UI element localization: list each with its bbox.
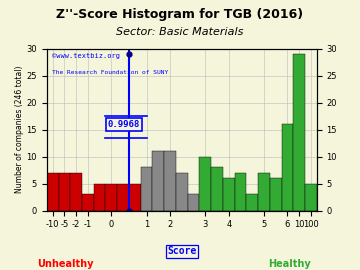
Bar [152, 151, 164, 211]
Bar [141, 167, 152, 211]
Bar [293, 54, 305, 211]
Bar [282, 124, 293, 211]
Bar [211, 167, 223, 211]
Bar [164, 151, 176, 211]
Bar [47, 173, 59, 211]
Text: Sector: Basic Materials: Sector: Basic Materials [116, 27, 244, 37]
Text: Score: Score [167, 246, 197, 256]
Bar [176, 173, 188, 211]
Bar [223, 178, 235, 211]
Bar [129, 184, 141, 211]
Bar [270, 178, 282, 211]
Bar [258, 173, 270, 211]
Text: 0.9968: 0.9968 [108, 120, 140, 129]
Text: Z''-Score Histogram for TGB (2016): Z''-Score Histogram for TGB (2016) [57, 8, 303, 21]
Bar [246, 194, 258, 211]
Bar [199, 157, 211, 211]
Text: Unhealthy: Unhealthy [37, 259, 94, 269]
Bar [70, 173, 82, 211]
Bar [305, 184, 317, 211]
Y-axis label: Number of companies (246 total): Number of companies (246 total) [15, 66, 24, 193]
Bar [117, 184, 129, 211]
Bar [105, 184, 117, 211]
Text: ©www.textbiz.org: ©www.textbiz.org [52, 53, 120, 59]
Bar [94, 184, 105, 211]
Bar [59, 173, 70, 211]
Text: The Research Foundation of SUNY: The Research Foundation of SUNY [52, 70, 168, 75]
Bar [82, 194, 94, 211]
Text: Healthy: Healthy [269, 259, 311, 269]
Bar [188, 194, 199, 211]
Bar [235, 173, 246, 211]
